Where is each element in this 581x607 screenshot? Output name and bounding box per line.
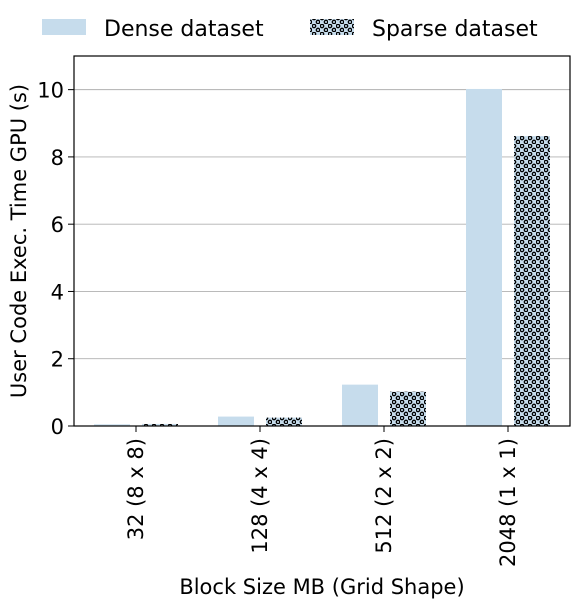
- bar-sparse-dataset: [142, 423, 178, 426]
- bar-sparse-dataset: [266, 417, 302, 426]
- bar-dense-dataset: [466, 88, 502, 427]
- plot-frame: [73, 55, 571, 427]
- y-tick-label: 8: [51, 146, 64, 170]
- bars: [94, 88, 550, 427]
- x-tick-label: 32 (8 x 8): [124, 438, 148, 540]
- x-tick-label: 128 (4 x 4): [248, 438, 272, 554]
- y-tick-label: 10: [37, 79, 64, 103]
- y-axis-label: User Code Exec. Time GPU (s): [7, 84, 31, 398]
- x-tick-label: 2048 (1 x 1): [496, 438, 520, 567]
- bar-dense-dataset: [218, 416, 254, 426]
- y-tick-label: 6: [51, 213, 64, 237]
- x-ticks: 32 (8 x 8) 128 (4 x 4) 512 (2 x 2) 2048 (1 …: [124, 426, 520, 567]
- y-tick-label: 4: [51, 280, 64, 304]
- x-axis-label: Block Size MB (Grid Shape): [179, 575, 464, 599]
- y-tick-label: 0: [51, 415, 64, 439]
- bar-sparse-dataset: [514, 136, 550, 426]
- y-tick-label: 2: [51, 348, 64, 372]
- bar-sparse-dataset: [390, 391, 426, 426]
- legend-label-sparse: Sparse dataset: [372, 17, 538, 42]
- x-tick-label: 512 (2 x 2): [372, 438, 396, 554]
- y-ticks: 0 2 4 6 8 10: [37, 79, 74, 439]
- legend-label-dense: Dense dataset: [104, 17, 264, 42]
- legend-swatch-dense: [42, 19, 86, 35]
- bar-dense-dataset: [94, 424, 130, 426]
- legend-swatch-sparse: [310, 19, 354, 35]
- bar-dense-dataset: [342, 384, 378, 426]
- legend: Dense dataset Sparse dataset: [42, 17, 538, 42]
